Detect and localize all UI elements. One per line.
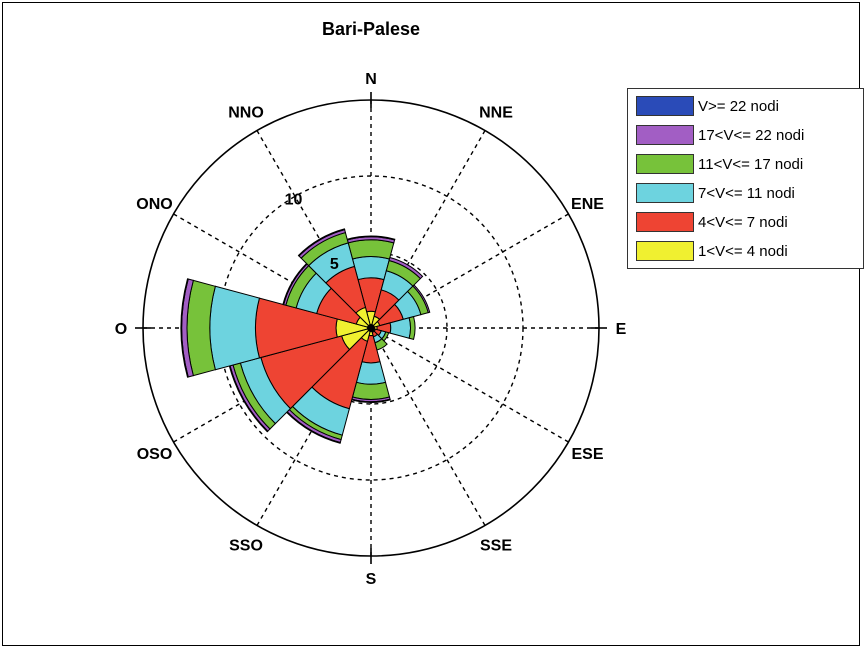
legend-label: 17<V<= 22 nodi [698, 126, 805, 144]
direction-label-ONO: ONO [136, 196, 172, 213]
chart-legend: V>= 22 nodi 17<V<= 22 nodi 11<V<= 17 nodi 7… [627, 88, 864, 269]
ring-label-5: 5 [330, 256, 339, 273]
sector-N-series-2 [351, 256, 391, 281]
legend-swatch [636, 154, 694, 174]
sector-O-series-5 [180, 278, 189, 378]
wind-rose-chart: 5 10 N NNE ENE E ESE SSE S SSO OSO O ONO NNO Bari-Pal… [115, 19, 627, 588]
sector-NNE-series-4 [388, 256, 424, 280]
spoke-SSE [370, 327, 486, 526]
spoke-NNO [256, 130, 372, 329]
center-dot [367, 324, 375, 332]
spoke-ENE [370, 213, 569, 329]
wind-rose-sectors [180, 228, 431, 444]
legend-label: V>= 22 nodi [698, 97, 779, 115]
direction-label-N: N [365, 71, 377, 88]
direction-label-ENE: ENE [571, 196, 604, 213]
legend-label: 11<V<= 17 nodi [698, 155, 804, 173]
sector-S-series-3 [351, 381, 391, 400]
sector-N-series-5 [346, 235, 396, 241]
direction-label-OSO: OSO [137, 446, 173, 463]
direction-label-SSE: SSE [480, 538, 512, 555]
direction-labels: 5 10 N NNE ENE E ESE SSE S SSO OSO O ONO NNO [115, 71, 627, 588]
legend-item: V>= 22 nodi [636, 94, 779, 118]
sector-ENE-series-4 [412, 284, 431, 314]
sector-N-series-3 [347, 239, 395, 260]
direction-label-NNE: NNE [479, 104, 513, 121]
legend-label: 4<V<= 7 nodi [698, 213, 788, 231]
sector-NNO-series-5 [297, 228, 346, 257]
chart-title: Bari-Palese [322, 19, 420, 39]
legend-item: 17<V<= 22 nodi [636, 123, 804, 147]
direction-label-S: S [366, 571, 377, 588]
sector-E-series-3 [408, 315, 416, 341]
direction-label-NNO: NNO [228, 104, 264, 121]
legend-label: 7<V<= 11 nodi [698, 184, 795, 202]
ring-label-10: 10 [285, 192, 303, 209]
direction-label-O: O [115, 321, 127, 338]
spoke-ONO [173, 213, 372, 329]
spoke-ESE [370, 327, 569, 443]
legend-swatch [636, 125, 694, 145]
legend-swatch [636, 96, 694, 116]
direction-label-E: E [616, 321, 627, 338]
legend-swatch [636, 241, 694, 261]
spoke-NNE [370, 130, 486, 329]
legend-swatch [636, 183, 694, 203]
direction-label-SSO: SSO [229, 538, 263, 555]
legend-item: 7<V<= 11 nodi [636, 181, 795, 205]
legend-label: 1<V<= 4 nodi [698, 242, 788, 260]
legend-item: 1<V<= 4 nodi [636, 239, 788, 263]
legend-item: 11<V<= 17 nodi [636, 152, 803, 176]
direction-label-ESE: ESE [571, 446, 603, 463]
sector-O-series-2 [209, 285, 261, 371]
legend-swatch [636, 212, 694, 232]
legend-item: 4<V<= 7 nodi [636, 210, 788, 234]
